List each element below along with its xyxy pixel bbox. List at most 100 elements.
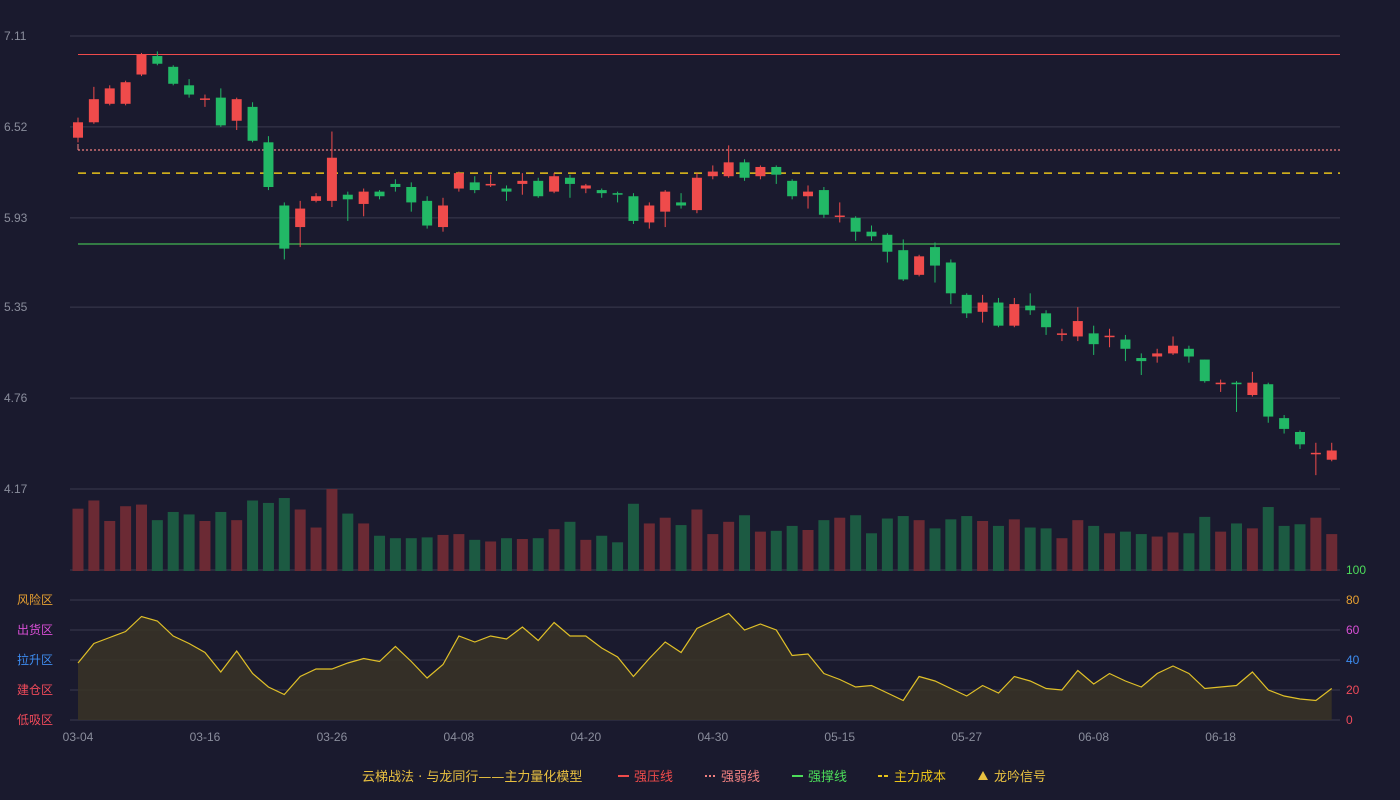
- volume-bar: [850, 515, 862, 571]
- candle: [390, 179, 401, 192]
- candle: [1072, 307, 1083, 342]
- candle-body: [834, 215, 845, 218]
- volume-bar: [358, 523, 370, 571]
- candle: [184, 79, 195, 98]
- volume-bar: [294, 509, 306, 571]
- candle-body: [882, 234, 893, 252]
- candle-body: [1183, 348, 1194, 357]
- candle: [358, 188, 369, 217]
- candle-body: [898, 250, 909, 280]
- legend-item[interactable]: 强撑线: [792, 770, 847, 785]
- price-tick-label: 4.17: [4, 482, 28, 496]
- candle: [1136, 353, 1147, 375]
- volume-bar: [739, 515, 751, 571]
- legend-label: 主力成本: [894, 770, 946, 785]
- date-tick-label: 04-30: [697, 730, 728, 744]
- candle-body: [596, 190, 607, 194]
- volume-bar: [612, 542, 624, 571]
- volume-bar: [1326, 534, 1338, 571]
- volume-bar: [1088, 525, 1100, 571]
- candle-body: [1263, 384, 1274, 417]
- candle: [977, 294, 988, 323]
- volume-bar: [437, 534, 449, 571]
- candle-body: [1168, 345, 1179, 354]
- candle-body: [406, 187, 417, 203]
- volume-bar: [278, 498, 290, 571]
- candle: [422, 196, 433, 229]
- candle: [295, 200, 306, 248]
- legend-item[interactable]: 强压线: [618, 770, 673, 785]
- volume-bar: [374, 535, 386, 571]
- volume-bar: [310, 527, 322, 571]
- date-tick-label: 05-27: [951, 730, 982, 744]
- date-tick-label: 03-26: [317, 730, 348, 744]
- candle-body: [152, 56, 163, 64]
- candle: [1041, 310, 1052, 335]
- candle: [120, 80, 131, 106]
- candle-body: [184, 85, 195, 95]
- candle-body: [1136, 358, 1147, 362]
- candle: [88, 86, 99, 124]
- candle: [136, 52, 147, 77]
- candle-body: [533, 180, 544, 197]
- candle-body: [564, 177, 575, 184]
- candle-body: [707, 171, 718, 177]
- candle: [628, 193, 639, 224]
- volume-bar: [485, 541, 497, 571]
- candle: [1104, 328, 1115, 348]
- candle-body: [231, 99, 242, 121]
- candle: [168, 65, 179, 86]
- volume-bar: [1167, 532, 1179, 571]
- volume-bar: [135, 504, 147, 571]
- volume-bar: [1056, 538, 1068, 571]
- legend-item[interactable]: 云梯战法 · 与龙同行——主力量化模型: [362, 770, 582, 785]
- candle: [1056, 328, 1067, 342]
- zone-label: 风险区: [17, 592, 53, 607]
- volume-bar: [151, 520, 163, 571]
- candle: [453, 171, 464, 192]
- legend-item[interactable]: 主力成本: [878, 770, 946, 785]
- volume-bar: [1135, 534, 1147, 571]
- volume-bar: [675, 525, 687, 571]
- candle-body: [485, 183, 496, 186]
- volume-bar: [866, 533, 877, 571]
- volume-bar: [342, 513, 354, 571]
- volume-bar: [881, 518, 893, 571]
- candle-body: [1088, 333, 1099, 345]
- volume-bar: [1278, 525, 1290, 571]
- volume-bar: [88, 500, 100, 571]
- candle-body: [914, 256, 925, 275]
- candle-body: [199, 98, 210, 100]
- candle: [723, 145, 734, 178]
- legend-label: 强撑线: [808, 770, 847, 785]
- candle: [866, 225, 877, 241]
- volume-bar: [643, 523, 655, 571]
- volume-bar: [1072, 520, 1084, 571]
- candle-body: [818, 190, 829, 215]
- candle-body: [469, 182, 480, 191]
- zone-label: 低吸区: [17, 713, 53, 727]
- volume-bar: [1310, 517, 1322, 571]
- volume-bar: [818, 520, 830, 571]
- price-tick-label: 6.52: [4, 120, 28, 134]
- legend-item[interactable]: 强弱线: [705, 770, 760, 785]
- volume-bar: [1262, 507, 1274, 571]
- date-axis: 03-04 03-16 03-26 04-08 04-20 04-30 05-15 05-27…: [63, 730, 1237, 744]
- candle: [1263, 382, 1274, 423]
- candle-body: [612, 193, 623, 195]
- candle-body: [168, 66, 179, 84]
- volume-bar: [405, 538, 417, 571]
- volume-bar: [897, 516, 909, 571]
- legend-item[interactable]: 龙吟信号: [978, 769, 1046, 785]
- volume-bar: [723, 521, 735, 571]
- candle: [993, 297, 1004, 328]
- candle: [73, 117, 83, 143]
- candle: [1025, 293, 1036, 315]
- volume-bar: [1215, 531, 1227, 571]
- volume-bar: [961, 516, 973, 571]
- volume-bar: [1104, 533, 1116, 571]
- indicator-tick-label: 100: [1346, 563, 1366, 577]
- volume-bar: [754, 531, 766, 571]
- volume-bar: [945, 519, 957, 571]
- candle: [374, 190, 385, 200]
